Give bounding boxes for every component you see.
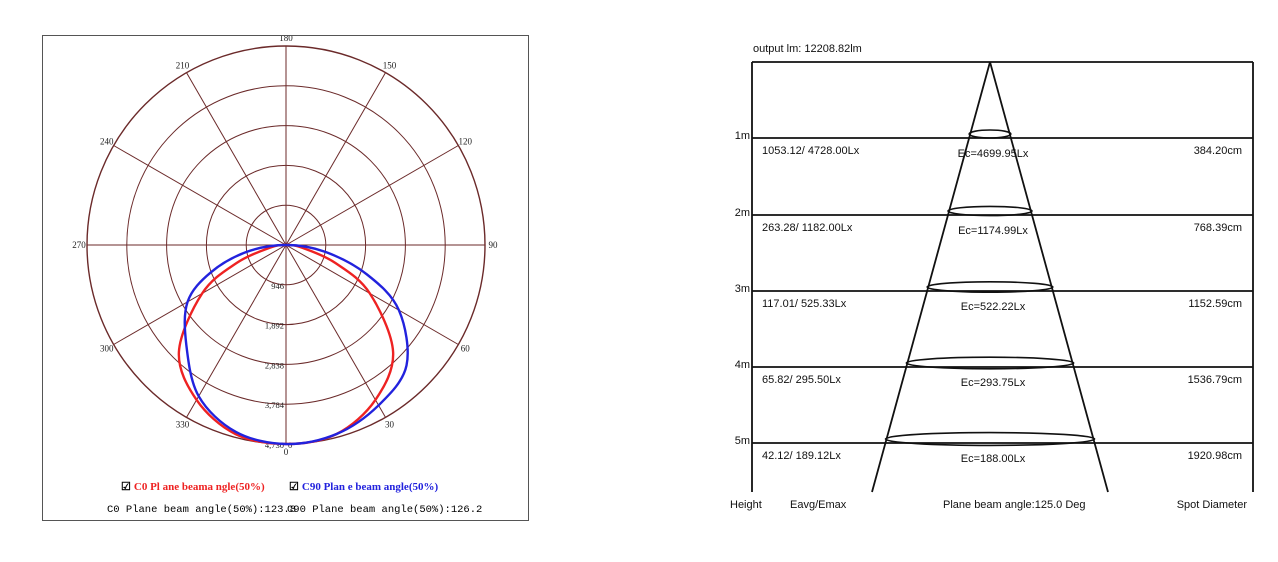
- spot-ellipse: [905, 356, 1075, 370]
- polar-chart: 18015012090603003303002702402109461,8922…: [72, 36, 499, 457]
- polar-legend: ☑ C0 Pl ane beama ngle(50%) ☑ C90 Plan e b…: [43, 480, 530, 498]
- illuminance-cone-chart: output lm: 12208.82lm 1m 1053.12/ 4728.00L…: [730, 43, 1254, 511]
- grid-spoke: [285, 244, 459, 345]
- footer-beam-angle-label: Plane beam angle:125.0 Deg: [943, 499, 1086, 511]
- angle-label: 180: [279, 36, 293, 43]
- height-label: 5m: [735, 435, 750, 447]
- eavg-emax-value: 263.28/ 1182.00Lx: [762, 222, 853, 234]
- spot-diameter-value: 384.20cm: [1194, 145, 1242, 157]
- spot-diameter-value: 1536.79cm: [1188, 374, 1242, 386]
- legend-item-c90[interactable]: ☑ C90 Plan e beam angle(50%): [289, 480, 438, 493]
- spot-diameter-value: 1152.59cm: [1188, 298, 1242, 310]
- output-lm-title: output lm: 12208.82lm: [753, 43, 862, 55]
- height-label: 1m: [735, 130, 750, 142]
- angle-label: 210: [176, 61, 190, 71]
- eavg-emax-value: 65.82/ 295.50Lx: [762, 374, 841, 386]
- radial-label: 2,838: [265, 360, 284, 370]
- angle-label: 30: [385, 419, 395, 429]
- summary-c90: C90 Plane beam angle(50%):126.2: [287, 504, 483, 516]
- angle-label: 240: [100, 137, 114, 147]
- height-label: 4m: [735, 359, 750, 371]
- angle-label: 90: [489, 240, 499, 250]
- footer-height-label: Height: [730, 499, 762, 511]
- cone-left-edge: [871, 61, 991, 493]
- legend-label-c90: C90 Plan e beam angle(50%): [301, 481, 439, 493]
- beam-angle-summary: C0 Plane beam angle(50%):123.8 C90 Plane…: [43, 504, 530, 520]
- spot-ellipse: [884, 431, 1096, 447]
- eavg-emax-value: 117.01/ 525.33Lx: [762, 298, 847, 310]
- spot-ellipse: [926, 281, 1054, 294]
- height-label: 2m: [735, 207, 750, 219]
- ec-value: Ec=188.00Lx: [961, 453, 1026, 465]
- legend-item-c0[interactable]: ☑ C0 Pl ane beama ngle(50%): [121, 480, 265, 493]
- angle-label: 0: [284, 447, 289, 457]
- grid-spoke: [285, 145, 459, 246]
- ec-value: Ec=4699.95Lx: [958, 148, 1029, 160]
- grid-spoke: [113, 145, 287, 246]
- footer-eavg-label: Eavg/Emax: [790, 499, 847, 511]
- grid-spoke: [186, 72, 287, 246]
- cone-right-edge: [989, 61, 1109, 493]
- angle-label: 300: [100, 344, 114, 354]
- ec-value: Ec=522.22Lx: [961, 301, 1026, 313]
- footer-spot-diameter-label: Spot Diameter: [1177, 499, 1248, 511]
- legend-label-c0: C0 Pl ane beama ngle(50%): [133, 481, 265, 493]
- checkbox-icon[interactable]: ☑: [289, 481, 299, 493]
- angle-label: 120: [459, 137, 473, 147]
- grid-spoke: [186, 244, 287, 418]
- checkbox-icon[interactable]: ☑: [121, 481, 131, 493]
- angle-label: 330: [176, 419, 190, 429]
- eavg-emax-value: 42.12/ 189.12Lx: [762, 450, 841, 462]
- radial-label: 946: [271, 281, 284, 291]
- ec-value: Ec=293.75Lx: [961, 377, 1026, 389]
- grid-spoke: [113, 244, 287, 345]
- radial-label: 4,730: [265, 440, 284, 450]
- radial-label: 3,784: [265, 400, 285, 410]
- angle-label: 60: [461, 344, 471, 354]
- spot-ellipse: [947, 205, 1033, 217]
- summary-c0: C0 Plane beam angle(50%):123.8: [107, 504, 297, 516]
- radial-label: 1,892: [265, 321, 284, 331]
- spot-ellipse: [968, 129, 1012, 139]
- angle-label: 150: [383, 61, 397, 71]
- spot-diameter-value: 1920.98cm: [1188, 450, 1242, 462]
- spot-diameter-value: 768.39cm: [1194, 222, 1242, 234]
- ec-value: Ec=1174.99Lx: [958, 225, 1028, 237]
- height-label: 3m: [735, 283, 750, 295]
- polar-chart-panel: 180 150 120 90 60 30 0 330 300 270 240 210 946 1,892 2…: [42, 35, 529, 521]
- angle-label: 270: [72, 240, 86, 250]
- grid-spoke: [285, 244, 386, 418]
- grid-spoke: [285, 72, 386, 246]
- series-c90-curve: [183, 243, 409, 446]
- eavg-emax-value: 1053.12/ 4728.00Lx: [762, 145, 860, 157]
